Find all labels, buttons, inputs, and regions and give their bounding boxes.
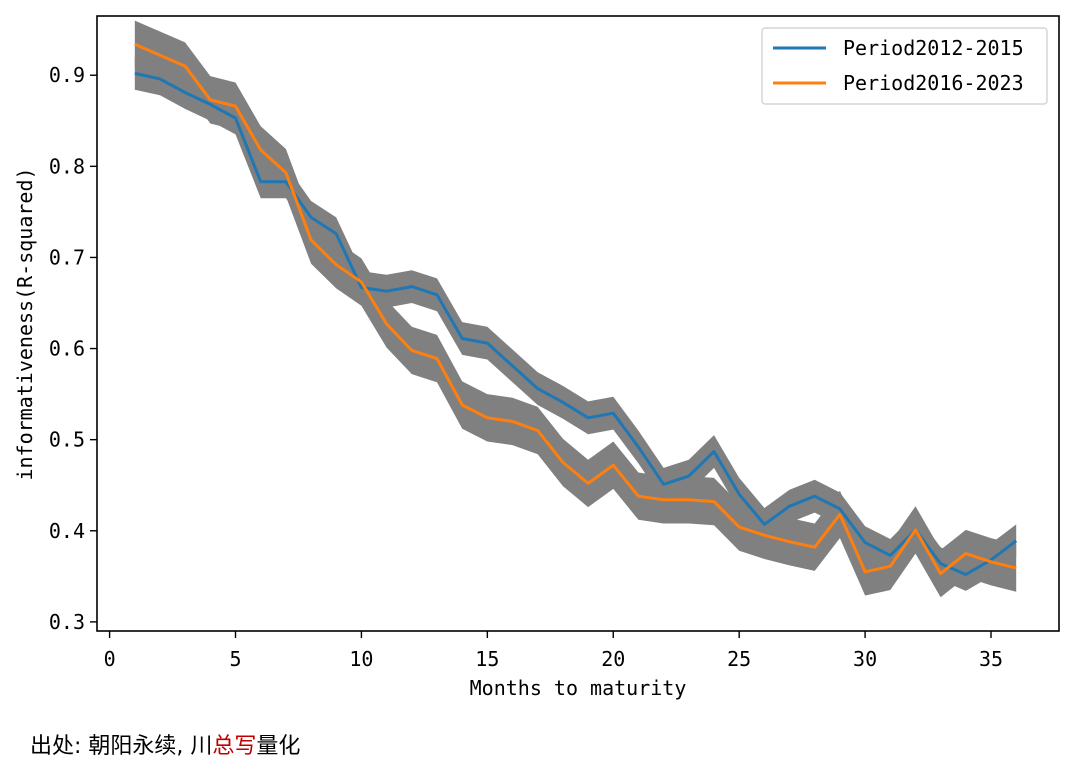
line-series-2 (134, 42, 1017, 576)
x-tick-label: 10 (349, 647, 373, 671)
x-axis-ticks: 0 5 10 15 20 25 30 35 (104, 631, 1003, 671)
source-highlight: 总写 (212, 734, 257, 759)
y-tick-label: 0.4 (49, 519, 85, 543)
legend-label-series-2: Period2016-2023 (843, 71, 1024, 95)
y-tick-label: 0.8 (49, 154, 85, 178)
legend: Period2012-2015 Period2016-2023 (761, 27, 1048, 105)
source-prefix: 出处: 朝阳永续, 川 (30, 734, 213, 759)
y-axis-ticks: 0.3 0.4 0.5 0.6 0.7 0.8 0.9 (49, 63, 97, 634)
y-tick-label: 0.3 (49, 610, 85, 634)
source-suffix: 量化 (256, 734, 301, 759)
y-tick-label: 0.5 (49, 428, 85, 452)
y-axis-label: informativeness(R-squared) (13, 167, 37, 480)
chart: 0 5 10 15 20 25 30 35 0.3 0.4 0.5 0.6 0.7 0.8 0.9 Mon… (13, 15, 1060, 700)
plot-frame (96, 15, 1060, 632)
legend-box (761, 27, 1048, 105)
y-tick-label: 0.6 (49, 337, 85, 361)
x-axis-label: Months to maturity (470, 676, 687, 700)
source-note: 出处: 朝阳永续, 川总写量化 (30, 728, 300, 760)
x-tick-label: 5 (229, 647, 241, 671)
y-tick-label: 0.7 (49, 245, 85, 269)
band-series-2 (134, 20, 1017, 598)
x-tick-label: 25 (727, 647, 751, 671)
confidence-bands (134, 20, 1017, 598)
x-tick-label: 35 (979, 647, 1003, 671)
x-tick-label: 20 (601, 647, 625, 671)
legend-label-series-1: Period2012-2015 (843, 36, 1024, 60)
x-tick-label: 0 (104, 647, 116, 671)
x-tick-label: 15 (475, 647, 499, 671)
series-lines (134, 42, 1018, 576)
x-tick-label: 30 (853, 647, 877, 671)
line-series-1 (134, 71, 1018, 576)
y-tick-label: 0.9 (49, 63, 85, 87)
